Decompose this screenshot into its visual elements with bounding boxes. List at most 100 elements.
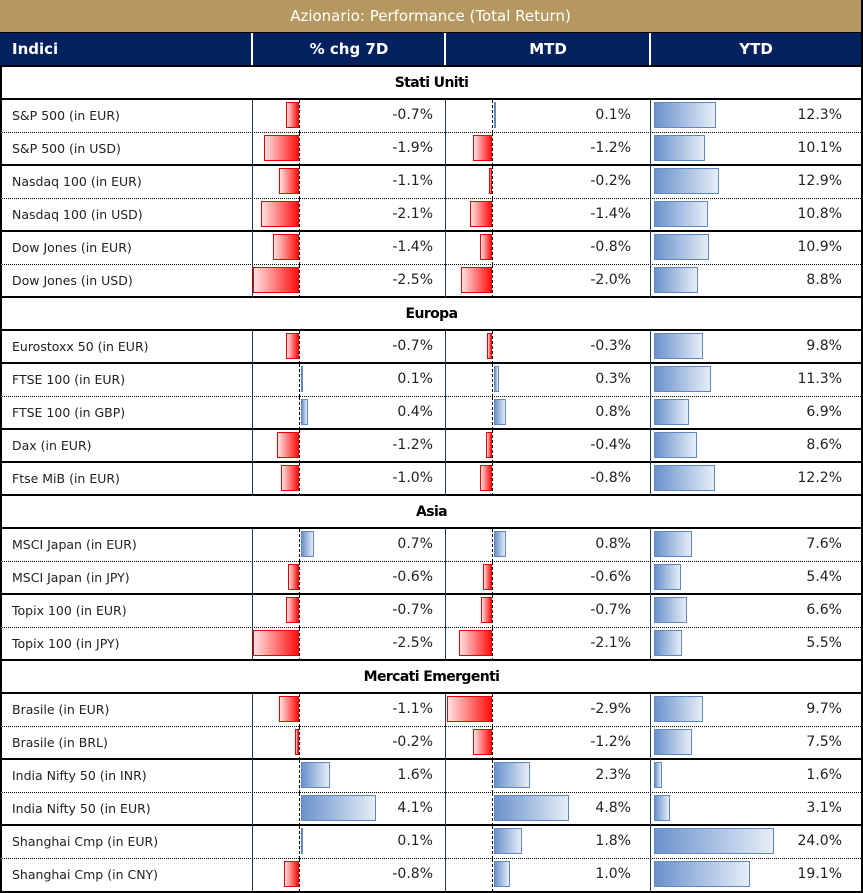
header-divider (251, 33, 253, 65)
chg7d-zero-axis (299, 595, 300, 628)
chg7d-value: -2.5% (392, 635, 433, 651)
chg7d-bar (264, 135, 299, 161)
index-name: Shanghai Cmp (in CNY) (12, 867, 159, 882)
ytd-value: 7.5% (806, 734, 842, 750)
index-name: Eurostoxx 50 (in EUR) (12, 339, 149, 354)
mtd-bar (459, 630, 492, 656)
chg7d-value: -2.1% (392, 206, 433, 222)
column-divider (252, 529, 253, 562)
table-row: Brasile (in BRL) -0.2% -1.2% 7.5% (0, 727, 861, 760)
ytd-bar (654, 795, 670, 821)
column-divider (445, 133, 446, 166)
table-row: S&P 500 (in EUR) -0.7% 0.1% 12.3% (0, 100, 861, 133)
mtd-zero-axis (492, 199, 493, 232)
chg7d-zero-axis (299, 826, 300, 859)
chg7d-value: -1.1% (392, 173, 433, 189)
table-row: FTSE 100 (in GBP) 0.4% 0.8% 6.9% (0, 397, 861, 430)
mtd-value: -1.4% (590, 206, 631, 222)
mtd-bar (487, 333, 492, 359)
ytd-value: 6.6% (806, 602, 842, 618)
chg7d-zero-axis (299, 694, 300, 727)
chg7d-value: -0.8% (392, 866, 433, 882)
index-name: Shanghai Cmp (in EUR) (12, 834, 159, 849)
chg7d-value: 0.4% (397, 404, 433, 420)
mtd-zero-axis (492, 265, 493, 298)
column-divider (252, 463, 253, 496)
mtd-zero-axis (492, 628, 493, 661)
column-divider (650, 529, 651, 562)
index-name: Brasile (in BRL) (12, 735, 108, 750)
index-name: Nasdaq 100 (in USD) (12, 207, 143, 222)
section-header: Europa (0, 298, 861, 331)
column-divider (445, 628, 446, 661)
index-name: MSCI Japan (in EUR) (12, 537, 137, 552)
column-divider (252, 331, 253, 364)
ytd-value: 9.7% (806, 701, 842, 717)
header-divider (444, 33, 446, 65)
column-divider (445, 694, 446, 727)
column-divider (650, 133, 651, 166)
ytd-value: 8.8% (806, 272, 842, 288)
mtd-bar (479, 465, 492, 491)
mtd-bar (481, 597, 492, 623)
chg7d-zero-axis (299, 397, 300, 430)
chg7d-value: -0.7% (392, 602, 433, 618)
chg7d-zero-axis (299, 364, 300, 397)
column-divider (445, 826, 446, 859)
chg7d-zero-axis (299, 133, 300, 166)
column-divider (252, 397, 253, 430)
header-mtd: MTD (529, 40, 567, 58)
index-name: FTSE 100 (in EUR) (12, 372, 126, 387)
chg7d-bar (260, 201, 299, 227)
mtd-zero-axis (492, 166, 493, 199)
mtd-zero-axis (492, 100, 493, 133)
chg7d-bar (288, 564, 299, 590)
chg7d-zero-axis (299, 100, 300, 133)
mtd-bar (488, 168, 492, 194)
chg7d-zero-axis (299, 232, 300, 265)
column-divider (445, 166, 446, 199)
column-divider (445, 364, 446, 397)
table-row: Shanghai Cmp (in EUR) 0.1% 1.8% 24.0% (0, 826, 861, 859)
ytd-bar (654, 861, 750, 887)
index-name: MSCI Japan (in JPY) (12, 570, 130, 585)
table-row: Nasdaq 100 (in EUR) -1.1% -0.2% 12.9% (0, 166, 861, 199)
column-divider (650, 265, 651, 298)
column-divider (650, 199, 651, 232)
chg7d-value: -0.7% (392, 338, 433, 354)
ytd-bar (654, 762, 662, 788)
section-header: Stati Uniti (0, 67, 861, 100)
chg7d-bar (277, 432, 299, 458)
column-divider (252, 694, 253, 727)
table-row: MSCI Japan (in JPY) -0.6% -0.6% 5.4% (0, 562, 861, 595)
chg7d-bar (280, 465, 299, 491)
column-divider (445, 859, 446, 892)
column-divider (650, 694, 651, 727)
header-indici: Indici (12, 40, 59, 58)
header-chg7d: % chg 7D (309, 40, 389, 58)
chg7d-zero-axis (299, 166, 300, 199)
mtd-zero-axis (492, 760, 493, 793)
column-divider (445, 562, 446, 595)
ytd-bar (654, 234, 709, 260)
table-row: Topix 100 (in EUR) -0.7% -0.7% 6.6% (0, 595, 861, 628)
ytd-value: 10.8% (797, 206, 842, 222)
chg7d-bar (286, 102, 299, 128)
chg7d-zero-axis (299, 793, 300, 826)
column-divider (252, 430, 253, 463)
mtd-value: 1.0% (595, 866, 631, 882)
ytd-value: 8.6% (806, 437, 842, 453)
ytd-bar (654, 135, 705, 161)
mtd-zero-axis (492, 364, 493, 397)
chg7d-bar (278, 168, 299, 194)
column-divider (445, 265, 446, 298)
index-name: Dow Jones (in USD) (12, 273, 133, 288)
chg7d-bar (295, 729, 299, 755)
ytd-value: 24.0% (797, 833, 842, 849)
mtd-value: -2.0% (590, 272, 631, 288)
column-divider (252, 628, 253, 661)
column-divider (650, 826, 651, 859)
column-divider (252, 793, 253, 826)
mtd-bar (470, 201, 492, 227)
ytd-bar (654, 102, 716, 128)
